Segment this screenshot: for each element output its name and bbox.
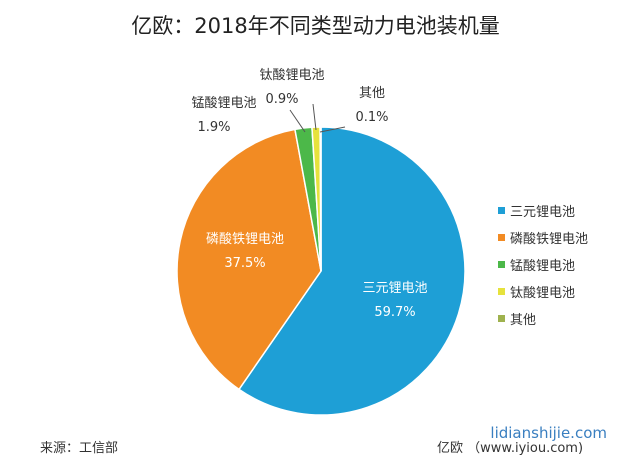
source-note: 来源：工信部	[40, 441, 119, 456]
legend-label: 钛酸锂电池	[510, 286, 576, 301]
legend-item: 其他	[498, 305, 588, 332]
slice-value-label-1: 37.5%	[224, 256, 265, 271]
pie-slice-4	[319, 126, 322, 272]
leader-line-4	[319, 126, 346, 133]
legend-swatch	[498, 288, 505, 295]
slice-value-label-3: 0.9%	[265, 92, 298, 107]
legend: 三元锂电池磷酸铁锂电池 锰酸锂电池钛酸锂电池其他	[498, 197, 588, 332]
legend-swatch	[498, 315, 505, 322]
slice-value-label-2: 1.9%	[197, 120, 230, 135]
legend-item: 锰酸锂电池	[498, 251, 588, 278]
legend-label: 其他	[510, 313, 537, 328]
slice-label-0: 三元锂电池	[362, 281, 427, 296]
legend-swatch	[498, 261, 505, 268]
leader-line-2	[289, 109, 306, 133]
pie-slice-1	[176, 128, 322, 391]
legend-swatch	[498, 207, 505, 214]
legend-item: 钛酸锂电池	[498, 278, 588, 305]
legend-label: 三元锂电池	[510, 205, 576, 220]
slice-value-label-0: 59.7%	[374, 305, 415, 320]
legend-swatch	[498, 234, 505, 241]
legend-item: 磷酸铁锂电池	[498, 224, 588, 251]
legend-label: 磷酸铁锂电池	[510, 232, 589, 247]
chart-title: 亿欧：2018年不同类型动力电池装机量	[131, 14, 500, 38]
slice-label-1: 磷酸铁锂电池	[206, 232, 284, 247]
credit-note: 亿欧 （www.iyiou.com)	[437, 441, 584, 456]
pie-slice-0	[237, 126, 466, 416]
legend-item: 三元锂电池	[498, 197, 588, 224]
leader-line-3	[312, 103, 317, 131]
slice-label-2: 锰酸锂电池	[191, 96, 256, 111]
slice-label-4: 其他	[359, 86, 385, 101]
slice-value-label-4: 0.1%	[355, 110, 388, 125]
legend-label: 锰酸锂电池	[510, 259, 576, 274]
watermark: lidianshijie.com	[490, 424, 607, 442]
slice-label-3: 钛酸锂电池	[259, 68, 324, 83]
